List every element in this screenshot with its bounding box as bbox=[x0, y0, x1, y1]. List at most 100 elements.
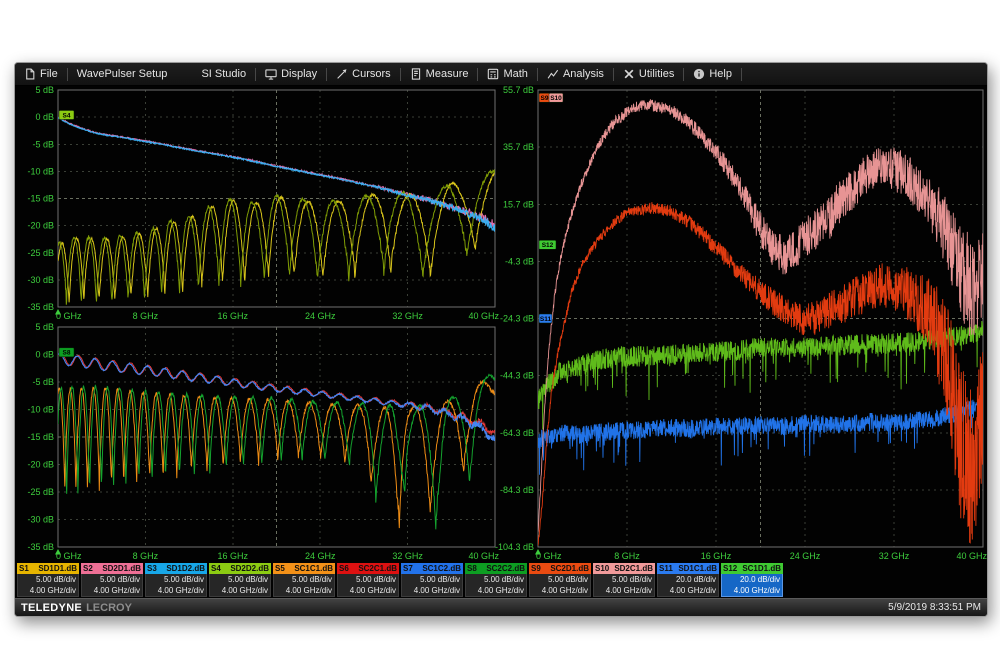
menu-label: Cursors bbox=[352, 68, 391, 80]
channel-id: S12 bbox=[723, 564, 737, 573]
x-tick-label: 24 GHz bbox=[305, 311, 336, 321]
channel-id: S2 bbox=[83, 564, 93, 573]
menu-help[interactable]: Help bbox=[684, 63, 741, 85]
y-tick-label: -4.3 dB bbox=[505, 256, 534, 266]
svg-text:S10: S10 bbox=[550, 95, 562, 102]
channel-label: SC2C2.dB bbox=[486, 564, 525, 573]
y-tick-label: -30 dB bbox=[27, 275, 54, 285]
vertical-scale: 5.00 dB/div bbox=[466, 575, 524, 586]
horizontal-scale: 4.00 GHz/div bbox=[722, 586, 780, 597]
menu-display[interactable]: Display bbox=[256, 63, 326, 85]
brand-teledyne: TELEDYNE bbox=[21, 602, 82, 614]
channel-label: SD2D2.dB bbox=[230, 564, 269, 573]
horizontal-scale: 4.00 GHz/div bbox=[530, 586, 588, 597]
y-tick-label: 5 dB bbox=[35, 85, 54, 95]
channel-label: SC2D1.dB bbox=[550, 564, 589, 573]
menu-label: Math bbox=[503, 68, 527, 80]
menu-file[interactable]: File bbox=[15, 63, 67, 85]
menu-cursors[interactable]: Cursors bbox=[327, 63, 400, 85]
menu-wavepulser-setup[interactable]: WavePulser Setup bbox=[68, 63, 177, 85]
menu-math[interactable]: Math bbox=[478, 63, 536, 85]
channel-descriptor-S4[interactable]: S4SD2D2.dB5.00 dB/div4.00 GHz/div bbox=[209, 563, 271, 597]
channel-id: S5 bbox=[275, 564, 285, 573]
horizontal-scale: 4.00 GHz/div bbox=[274, 586, 332, 597]
x-tick-label: 16 GHz bbox=[218, 551, 249, 561]
measure-icon bbox=[410, 68, 422, 80]
y-tick-label: -35 dB bbox=[27, 542, 54, 552]
descriptor-header: S2SD2D1.dB bbox=[81, 563, 143, 574]
y-tick-label: -10 dB bbox=[27, 166, 54, 176]
chart-right[interactable]: 55.7 dB35.7 dB15.7 dB-4.3 dB-24.3 dB-44.… bbox=[498, 86, 987, 562]
channel-descriptor-S11[interactable]: S11SD1C1.dB20.0 dB/div4.00 GHz/div bbox=[657, 563, 719, 597]
descriptor-header: S8 SC2C2.dB bbox=[465, 563, 527, 574]
descriptor-header: S9 SC2D1.dB bbox=[529, 563, 591, 574]
channel-descriptor-S9[interactable]: S9SC2D1.dB5.00 dB/div4.00 GHz/div bbox=[529, 563, 591, 597]
channel-descriptor-S3[interactable]: S3SD1D2.dB5.00 dB/div4.00 GHz/div bbox=[145, 563, 207, 597]
menu-separator bbox=[741, 68, 742, 81]
channel-descriptor-S12[interactable]: S12SC1D1.dB20.0 dB/div4.00 GHz/div bbox=[721, 563, 783, 597]
channel-marker-S10[interactable]: S10 bbox=[549, 93, 563, 102]
vertical-scale: 20.0 dB/div bbox=[658, 575, 716, 586]
descriptor-header: S12 SC1D1.dB bbox=[721, 563, 783, 574]
menu-si-studio[interactable]: SI Studio bbox=[192, 63, 255, 85]
svg-text:S4: S4 bbox=[63, 112, 71, 119]
x-tick-label: 24 GHz bbox=[305, 551, 336, 561]
svg-text:S8: S8 bbox=[63, 350, 71, 357]
channel-marker-S4[interactable]: S4 bbox=[59, 110, 74, 119]
channel-label: SC1D1.dB bbox=[742, 564, 781, 573]
channel-id: S8 bbox=[467, 564, 477, 573]
channel-id: S6 bbox=[339, 564, 349, 573]
descriptor-scales: 20.0 dB/div4.00 GHz/div bbox=[657, 574, 719, 597]
vertical-scale: 5.00 dB/div bbox=[146, 575, 204, 586]
channel-marker-S9[interactable]: S9 bbox=[539, 93, 550, 102]
vertical-scale: 5.00 dB/div bbox=[402, 575, 460, 586]
y-tick-label: 35.7 dB bbox=[503, 142, 534, 152]
channel-descriptor-S8[interactable]: S8SC2C2.dB5.00 dB/div4.00 GHz/div bbox=[465, 563, 527, 597]
y-tick-label: -30 dB bbox=[27, 515, 54, 525]
chart-upper-left[interactable]: 5 dB0 dB-5 dB-10 dB-15 dB-20 dB-25 dB-30… bbox=[15, 86, 498, 323]
menu-utilities[interactable]: Utilities bbox=[614, 63, 683, 85]
y-tick-label: -5 dB bbox=[32, 377, 54, 387]
channel-descriptor-S10[interactable]: S10SD2C1.dB5.00 dB/div4.00 GHz/div bbox=[593, 563, 655, 597]
vertical-scale: 20.0 dB/div bbox=[722, 575, 780, 586]
horizontal-scale: 4.00 GHz/div bbox=[658, 586, 716, 597]
y-tick-label: 5 dB bbox=[35, 322, 54, 332]
display-icon bbox=[265, 68, 277, 80]
channel-descriptor-S5[interactable]: S5SC1C1.dB5.00 dB/div4.00 GHz/div bbox=[273, 563, 335, 597]
x-tick-label: 32 GHz bbox=[392, 551, 423, 561]
y-tick-label: -24.3 dB bbox=[500, 314, 534, 324]
menu-measure[interactable]: Measure bbox=[401, 63, 478, 85]
channel-id: S10 bbox=[595, 564, 609, 573]
channel-descriptor-S7[interactable]: S7SC1C2.dB5.00 dB/div4.00 GHz/div bbox=[401, 563, 463, 597]
channel-descriptor-S6[interactable]: S6SC2C1.dB5.00 dB/div4.00 GHz/div bbox=[337, 563, 399, 597]
horizontal-scale: 4.00 GHz/div bbox=[210, 586, 268, 597]
channel-label: SD1C1.dB bbox=[678, 564, 717, 573]
descriptor-header: S6SC2C1.dB bbox=[337, 563, 399, 574]
channel-descriptor-row: S1SD1D1.dB5.00 dB/div4.00 GHz/divS2SD2D1… bbox=[15, 562, 987, 598]
channel-descriptor-S2[interactable]: S2SD2D1.dB5.00 dB/div4.00 GHz/div bbox=[81, 563, 143, 597]
x-tick-label: 16 GHz bbox=[701, 551, 732, 561]
channel-id: S11 bbox=[659, 564, 673, 573]
vertical-scale: 5.00 dB/div bbox=[338, 575, 396, 586]
channel-marker-S8[interactable]: S8 bbox=[59, 348, 74, 357]
descriptor-scales: 20.0 dB/div4.00 GHz/div bbox=[721, 574, 783, 597]
channel-marker-S12[interactable]: S12 bbox=[539, 240, 556, 249]
channel-label: SD2C1.dB bbox=[614, 564, 653, 573]
vertical-scale: 5.00 dB/div bbox=[18, 575, 76, 586]
channel-descriptor-S1[interactable]: S1SD1D1.dB5.00 dB/div4.00 GHz/div bbox=[17, 563, 79, 597]
channel-label: SD1D2.dB bbox=[166, 564, 205, 573]
channel-id: S9 bbox=[531, 564, 541, 573]
svg-text:S12: S12 bbox=[542, 242, 554, 249]
menu-analysis[interactable]: Analysis bbox=[538, 63, 613, 85]
charts-area: 5 dB0 dB-5 dB-10 dB-15 dB-20 dB-25 dB-30… bbox=[15, 86, 987, 562]
y-tick-label: 15.7 dB bbox=[503, 199, 534, 209]
vertical-scale: 5.00 dB/div bbox=[274, 575, 332, 586]
horizontal-scale: 4.00 GHz/div bbox=[18, 586, 76, 597]
channel-marker-S11[interactable]: S11 bbox=[539, 314, 552, 323]
menu-label: Display bbox=[281, 68, 317, 80]
y-tick-label: 0 dB bbox=[35, 350, 54, 360]
chart-lower-left[interactable]: 5 dB0 dB-5 dB-10 dB-15 dB-20 dB-25 dB-30… bbox=[15, 323, 498, 562]
descriptor-header: S7SC1C2.dB bbox=[401, 563, 463, 574]
descriptor-header: S4SD2D2.dB bbox=[209, 563, 271, 574]
menu-label: Measure bbox=[426, 68, 469, 80]
